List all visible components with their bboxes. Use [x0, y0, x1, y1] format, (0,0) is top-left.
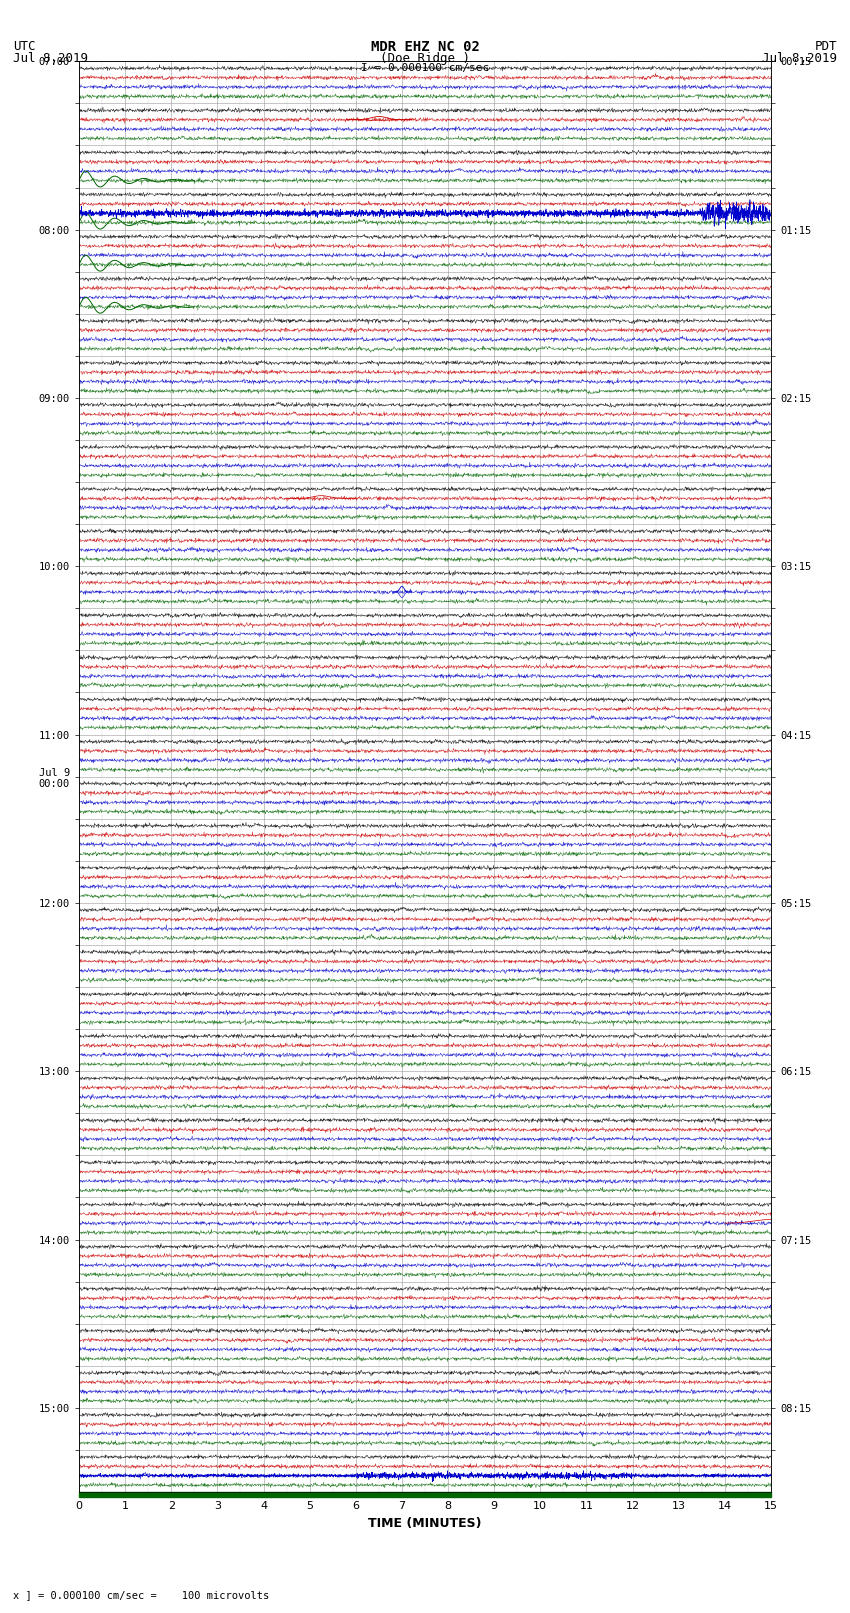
- Text: UTC: UTC: [13, 40, 35, 53]
- Text: Jul 8,2019: Jul 8,2019: [762, 52, 837, 65]
- Text: PDT: PDT: [815, 40, 837, 53]
- Text: (Doe Ridge ): (Doe Ridge ): [380, 52, 470, 65]
- Bar: [79, 1492, 771, 1497]
- Text: MDR EHZ NC 02: MDR EHZ NC 02: [371, 40, 479, 55]
- Text: Jul 8,2019: Jul 8,2019: [13, 52, 88, 65]
- Text: I = 0.000100 cm/sec: I = 0.000100 cm/sec: [361, 63, 489, 73]
- Text: x ] = 0.000100 cm/sec =    100 microvolts: x ] = 0.000100 cm/sec = 100 microvolts: [13, 1590, 269, 1600]
- X-axis label: TIME (MINUTES): TIME (MINUTES): [368, 1516, 482, 1529]
